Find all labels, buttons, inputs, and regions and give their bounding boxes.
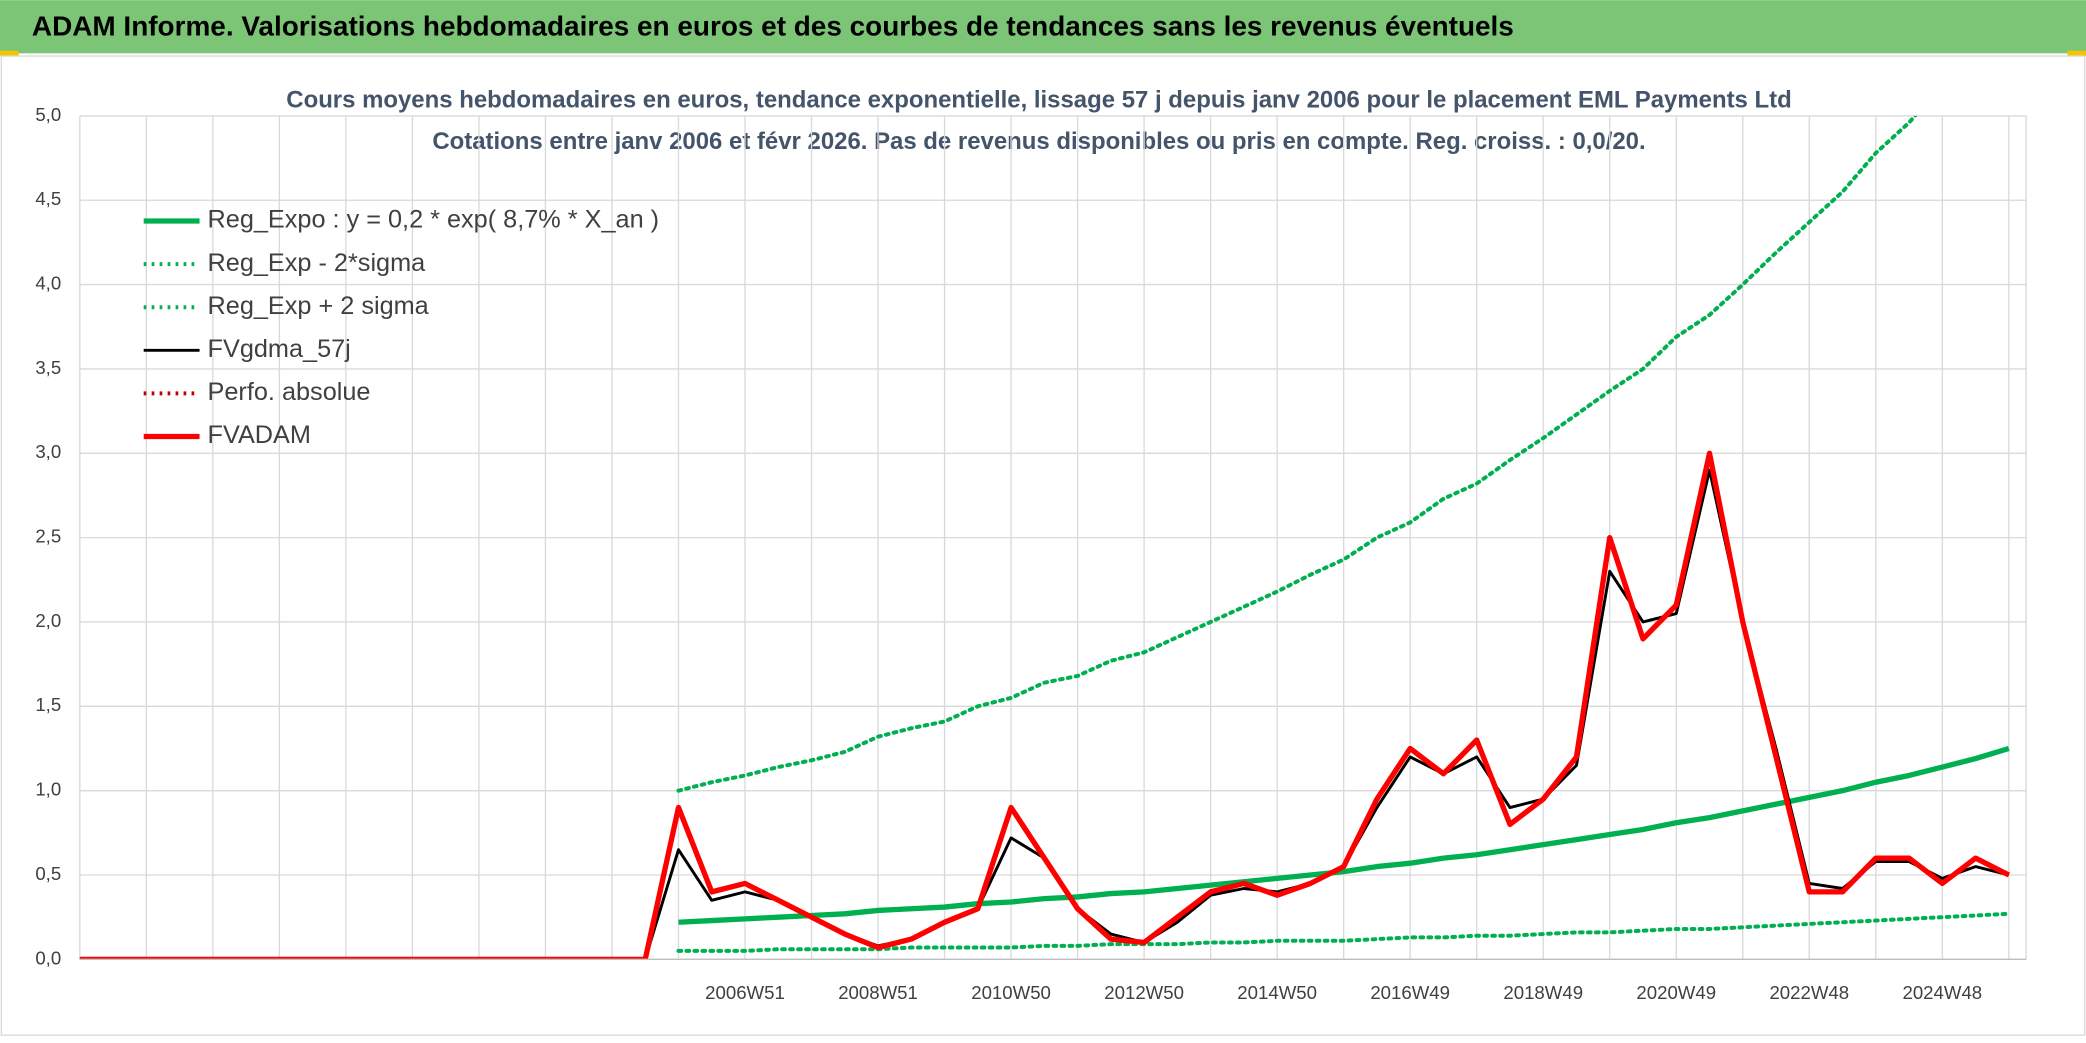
y-tick-label: 4,0: [35, 273, 61, 294]
subtitle: Cours moyens hebdomadaires en euros, ten…: [286, 87, 1791, 114]
legend-label: Reg_Expo : y = 0,2 * exp( 8,7% * X_an ): [208, 206, 660, 234]
series-line: [79, 450, 2011, 960]
header-accent: [2067, 50, 2086, 57]
y-tick-label: 3,0: [35, 441, 61, 462]
x-tick-label: 2020W49: [1636, 982, 1716, 1003]
header-accent: [0, 50, 19, 57]
header-bar: [0, 0, 2086, 54]
y-tick-label: 0,0: [35, 947, 61, 968]
frame: [0, 55, 2086, 1036]
y-tick-label: 1,0: [35, 779, 61, 800]
legend-label: FVgdma_57j: [208, 335, 351, 363]
subtitle: Cotations entre janv 2006 et févr 2026. …: [432, 128, 1645, 155]
y-tick-label: 0,5: [35, 863, 61, 884]
legend-label: FVADAM: [208, 421, 311, 449]
legend-label: Perfo. absolue: [208, 378, 371, 406]
x-tick-label: 2010W50: [971, 982, 1051, 1003]
y-tick-label: 3,5: [35, 357, 61, 378]
x-tick-label: 2016W49: [1370, 982, 1450, 1003]
x-tick-label: 2012W50: [1104, 982, 1184, 1003]
x-tick-label: 2006W51: [705, 982, 785, 1003]
x-tick-label: 2024W48: [1902, 982, 1982, 1003]
x-tick-label: 2008W51: [838, 982, 918, 1003]
y-tick-label: 2,0: [35, 610, 61, 631]
legend-label: Reg_Exp + 2 sigma: [208, 292, 430, 320]
series-line: [79, 468, 2010, 960]
y-tick-label: 1,5: [35, 694, 61, 715]
x-tick-label: 2018W49: [1503, 982, 1583, 1003]
x-tick-label: 2014W50: [1237, 982, 1317, 1003]
legend-label: Reg_Exp - 2*sigma: [208, 249, 427, 277]
y-tick-label: 2,5: [35, 526, 61, 547]
y-tick-label: 4,5: [35, 188, 61, 209]
x-tick-label: 2022W48: [1769, 982, 1849, 1003]
series-line: [676, 911, 2011, 953]
y-tick-label: 5,0: [35, 104, 61, 125]
chart-title: ADAM Informe. Valorisations hebdomadaire…: [32, 10, 1514, 41]
series-line: [676, 115, 1918, 793]
